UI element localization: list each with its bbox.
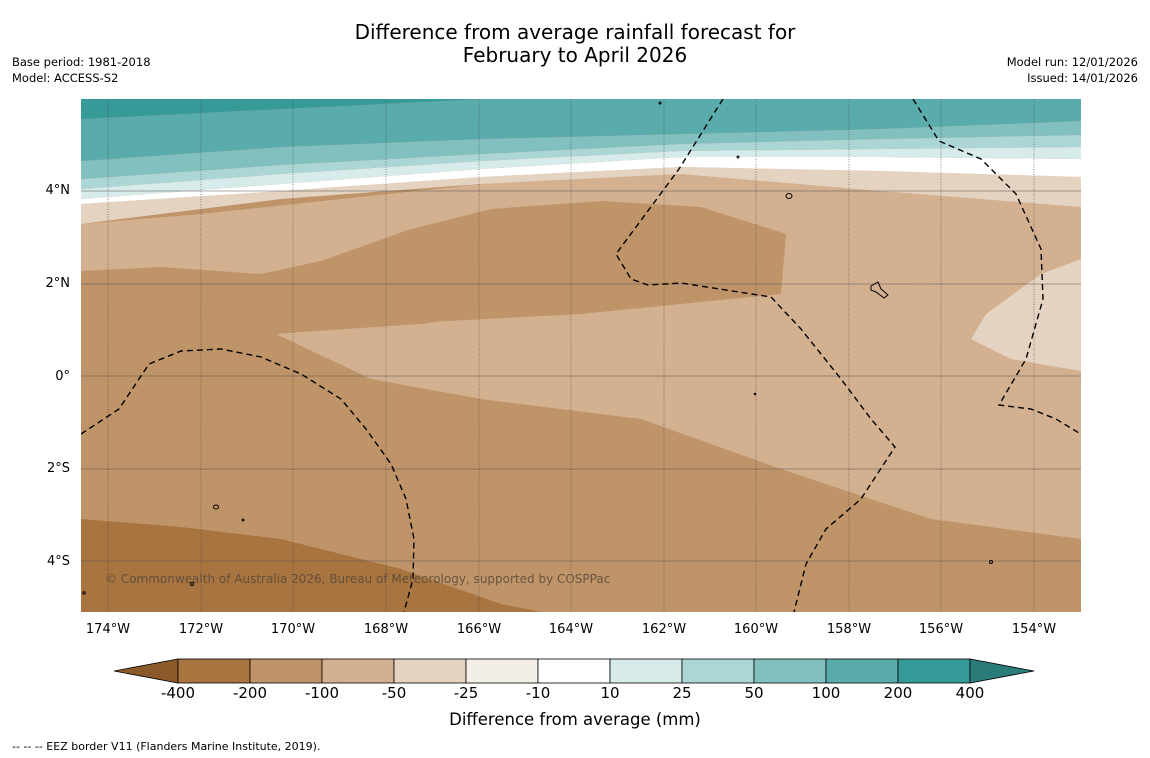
colorbar bbox=[114, 658, 1035, 684]
colorbar-tick-label: -400 bbox=[160, 684, 196, 702]
band-teal-200 bbox=[81, 99, 481, 119]
colorbar-segment bbox=[393, 658, 467, 684]
colorbar-tick-label: 25 bbox=[672, 684, 692, 702]
band-upper-brown bbox=[81, 201, 786, 334]
issued-text: Issued: 14/01/2026 bbox=[1027, 71, 1138, 85]
band-teal-10 bbox=[81, 147, 1081, 199]
lon-label-172w: 172°W bbox=[178, 622, 224, 637]
colorbar-segment bbox=[177, 658, 251, 684]
band-teal-50 bbox=[81, 121, 1081, 179]
copyright-text: © Commonwealth of Australia 2026, Bureau… bbox=[105, 572, 611, 586]
eez-legend-note: -- -- -- EEZ border V11 (Flanders Marine… bbox=[12, 740, 321, 753]
colorbar-tick-label: 10 bbox=[600, 684, 620, 702]
band-teal-25 bbox=[81, 135, 1081, 189]
model-text: Model: ACCESS-S2 bbox=[12, 71, 119, 85]
band-white bbox=[81, 157, 1081, 204]
colorbar-segment bbox=[753, 658, 827, 684]
meta-left: Base period: 1981-2018 Model: ACCESS-S2 bbox=[12, 54, 151, 86]
colorbar-segment bbox=[897, 658, 971, 684]
colorbar-segment bbox=[825, 658, 899, 684]
colorbar-tick-label: -50 bbox=[381, 684, 407, 702]
colorbar-tick-label: -10 bbox=[525, 684, 551, 702]
lon-label-164w: 164°W bbox=[548, 622, 594, 637]
islands bbox=[82, 101, 993, 595]
lon-label-174w: 174°W bbox=[85, 622, 131, 637]
colorbar-tick-label: -100 bbox=[304, 684, 340, 702]
rainfall-map bbox=[81, 99, 1081, 612]
colorbar-segment bbox=[249, 658, 323, 684]
band-right-patch bbox=[971, 259, 1081, 371]
colorbar-tick-label: 50 bbox=[744, 684, 764, 702]
lat-label-0: 0° bbox=[55, 369, 70, 384]
colorbar-tick-label: 100 bbox=[811, 684, 841, 702]
colorbar-tick-label: -200 bbox=[232, 684, 268, 702]
colorbar-segment bbox=[609, 658, 683, 684]
chart-title-line1: Difference from average rainfall forecas… bbox=[354, 20, 796, 44]
lat-label-4s: 4°S bbox=[46, 554, 70, 569]
eez-borders bbox=[81, 99, 1080, 612]
lon-label-170w: 170°W bbox=[270, 622, 316, 637]
band-teal-100 bbox=[81, 99, 1081, 161]
lon-label-168w: 168°W bbox=[363, 622, 409, 637]
lon-label-154w: 154°W bbox=[1011, 622, 1057, 637]
lon-label-166w: 166°W bbox=[456, 622, 502, 637]
lon-label-158w: 158°W bbox=[826, 622, 872, 637]
colorbar-segment bbox=[537, 658, 611, 684]
colorbar-tick-label: -25 bbox=[453, 684, 479, 702]
meta-right: Model run: 12/01/2026 Issued: 14/01/2026 bbox=[1007, 54, 1138, 86]
band-upper-light bbox=[81, 174, 1081, 294]
colorbar-segment bbox=[465, 658, 539, 684]
lat-label-4n: 4°N bbox=[45, 183, 71, 198]
base-period-text: Base period: 1981-2018 bbox=[12, 55, 151, 69]
chart-title-line2: February to April 2026 bbox=[462, 43, 688, 67]
colorbar-tick-label: 400 bbox=[955, 684, 985, 702]
colorbar-label: Difference from average (mm) bbox=[449, 710, 701, 729]
colorbar-tick-label: 200 bbox=[883, 684, 913, 702]
band-minus25 bbox=[81, 167, 1081, 224]
lon-label-156w: 156°W bbox=[918, 622, 964, 637]
lon-label-160w: 160°W bbox=[733, 622, 779, 637]
map-svg bbox=[81, 99, 1081, 612]
colorbar-segment bbox=[681, 658, 755, 684]
band-bottom-dark bbox=[81, 519, 541, 612]
longitude-gridlines bbox=[107, 99, 1035, 612]
lat-label-2s: 2°S bbox=[46, 461, 70, 476]
colorbar-extend-low bbox=[114, 658, 179, 684]
colorbar-extend-high bbox=[969, 658, 1035, 684]
lat-label-2n: 2°N bbox=[45, 276, 71, 291]
lon-label-162w: 162°W bbox=[641, 622, 687, 637]
model-run-text: Model run: 12/01/2026 bbox=[1006, 55, 1138, 69]
latitude-gridlines bbox=[81, 190, 1081, 562]
colorbar-segment bbox=[321, 658, 395, 684]
